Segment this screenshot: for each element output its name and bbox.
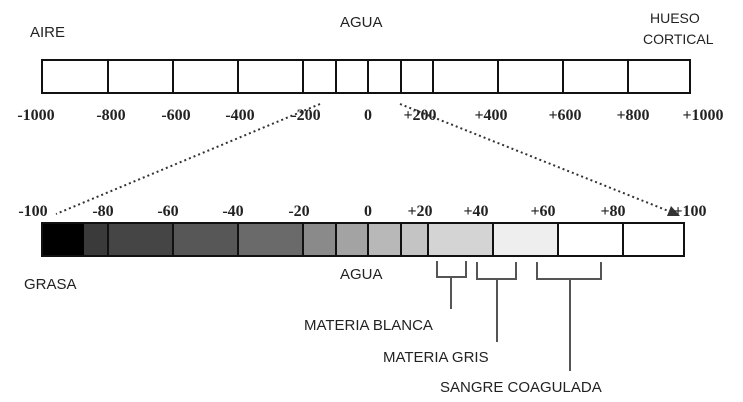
top-tick-label: -200: [291, 107, 320, 124]
label-clotted-blood: SANGRE COAGULADA: [440, 379, 602, 396]
top-scale-bar: [41, 59, 691, 94]
label-water-bottom: AGUA: [340, 266, 383, 283]
label-water-top: AGUA: [340, 14, 383, 31]
top-tick-label: -1000: [17, 107, 54, 124]
bottom-tick-label: -80: [92, 203, 113, 220]
label-fat: GRASA: [24, 276, 77, 293]
top-tick-label: +200: [403, 107, 436, 124]
bracket-white-matter: [436, 261, 467, 309]
top-tick-label: -800: [96, 107, 125, 124]
top-tick-label: +400: [474, 107, 507, 124]
bottom-tick-label: -60: [157, 203, 178, 220]
bottom-tick-label: -40: [222, 203, 243, 220]
label-air: AIRE: [30, 24, 65, 41]
top-tick-label: 0: [364, 107, 372, 124]
zoom-arrowhead: [667, 206, 680, 216]
top-tick-label: +800: [616, 107, 649, 124]
label-gray-matter: MATERIA GRIS: [383, 349, 489, 366]
bottom-scale-ticks: -100 -80 -60 -40 -20 0 +20 +40 +60 +80 +…: [18, 203, 706, 220]
label-white-matter: MATERIA BLANCA: [304, 317, 433, 334]
bottom-tick-label: +100: [673, 203, 706, 220]
bottom-tick-label: -20: [288, 203, 309, 220]
bottom-gradient-bar: [41, 222, 685, 257]
bottom-tick-label: +40: [463, 203, 488, 220]
bracket-gray-matter: [476, 262, 517, 342]
bottom-tick-label: +20: [407, 203, 432, 220]
top-scale-ticks: -1000 -800 -600 -400 -200 0 +200 +400 +6…: [17, 107, 723, 124]
top-tick-label: +1000: [682, 107, 723, 124]
label-cortical-bone-line2: CORTICAL: [643, 31, 714, 47]
label-cortical-bone-line1: HUESO: [650, 10, 700, 26]
top-tick-label: +600: [548, 107, 581, 124]
bottom-tick-label: +80: [600, 203, 625, 220]
top-tick-label: -600: [161, 107, 190, 124]
bottom-tick-label: 0: [364, 203, 372, 220]
bottom-tick-label: -100: [18, 203, 47, 220]
bottom-tick-label: +60: [530, 203, 555, 220]
bracket-clotted-blood: [536, 262, 602, 371]
top-tick-label: -400: [225, 107, 254, 124]
